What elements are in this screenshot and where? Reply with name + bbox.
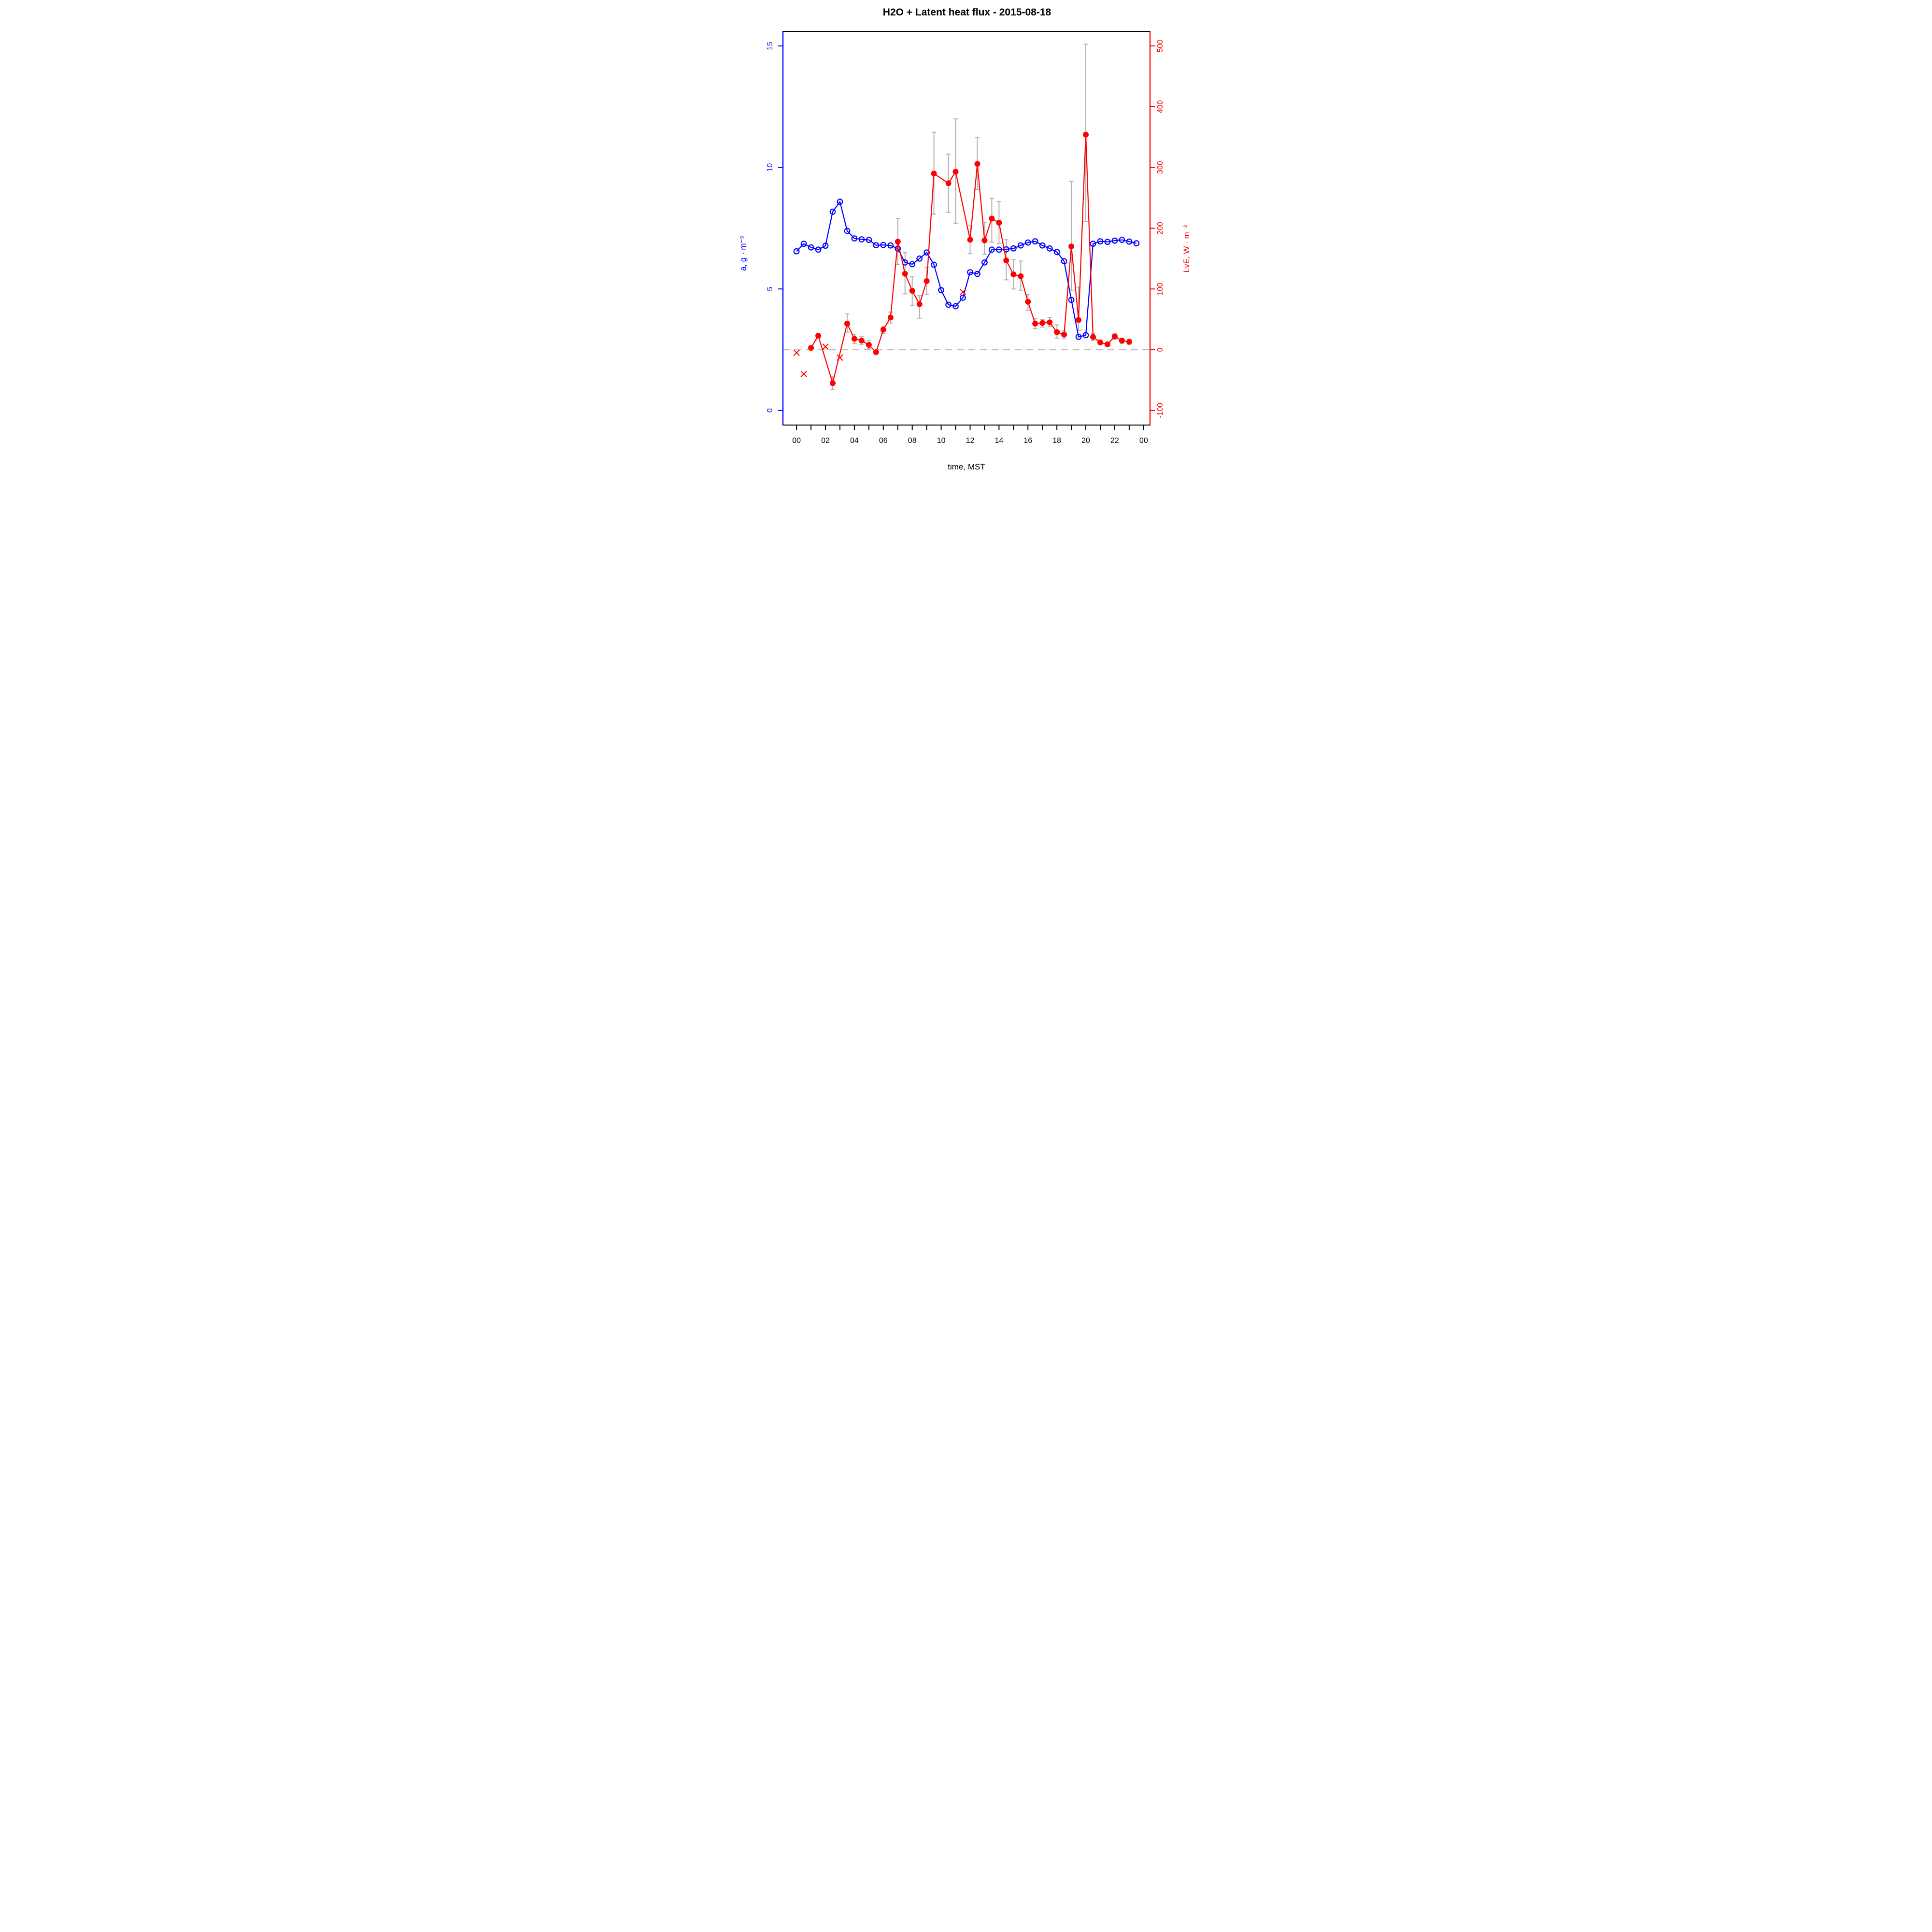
svg-text:20: 20 — [1081, 437, 1090, 445]
svg-text:100: 100 — [1156, 283, 1165, 296]
svg-text:10: 10 — [766, 163, 774, 172]
plot-area: 00 02 04 06 08 10 12 14 16 18 20 22 00051015-1000100… — [766, 31, 1165, 445]
plot-canvas: H2O + Latent heat flux - 2015-08-18 time… — [739, 7, 1191, 471]
right-axis-label: LvE, W · m⁻² — [1182, 225, 1191, 272]
svg-text:0: 0 — [1156, 347, 1165, 352]
svg-text:-100: -100 — [1156, 403, 1165, 418]
svg-text:00: 00 — [792, 437, 801, 445]
red-series-line — [810, 134, 1130, 385]
svg-text:300: 300 — [1156, 161, 1165, 174]
chart-figure: H2O + Latent heat flux - 2015-08-18 time… — [724, 0, 1208, 483]
svg-text:04: 04 — [850, 437, 859, 445]
svg-text:16: 16 — [1023, 437, 1032, 445]
svg-text:22: 22 — [1110, 437, 1119, 445]
svg-text:00: 00 — [1139, 437, 1148, 445]
svg-text:15: 15 — [766, 42, 774, 50]
plot-box — [782, 31, 1151, 426]
svg-text:10: 10 — [937, 437, 946, 445]
left-axis-label: a, g · m⁻³ — [739, 236, 748, 271]
svg-text:18: 18 — [1052, 437, 1061, 445]
svg-text:400: 400 — [1156, 100, 1165, 114]
svg-text:12: 12 — [966, 437, 975, 445]
svg-text:14: 14 — [994, 437, 1003, 445]
svg-text:200: 200 — [1156, 222, 1165, 235]
x-axis: 00 02 04 06 08 10 12 14 16 18 20 22 00 — [792, 425, 1148, 445]
blue-series-points — [793, 199, 1140, 340]
red-series-points — [808, 131, 1132, 386]
rejected-x-marks — [793, 288, 966, 378]
x-axis-label: time, MST — [948, 462, 985, 471]
svg-text:02: 02 — [821, 437, 830, 445]
left-axis: 0 5 10 15 — [766, 31, 784, 425]
svg-text:500: 500 — [1156, 40, 1165, 53]
svg-text:06: 06 — [879, 437, 888, 445]
svg-text:08: 08 — [908, 437, 917, 445]
svg-text:0: 0 — [766, 408, 774, 412]
chart-title: H2O + Latent heat flux - 2015-08-18 — [883, 7, 1051, 18]
right-axis: -100 0 100 200 300 400 500 — [1149, 31, 1165, 425]
svg-text:5: 5 — [766, 287, 774, 291]
blue-series-line — [796, 200, 1137, 338]
